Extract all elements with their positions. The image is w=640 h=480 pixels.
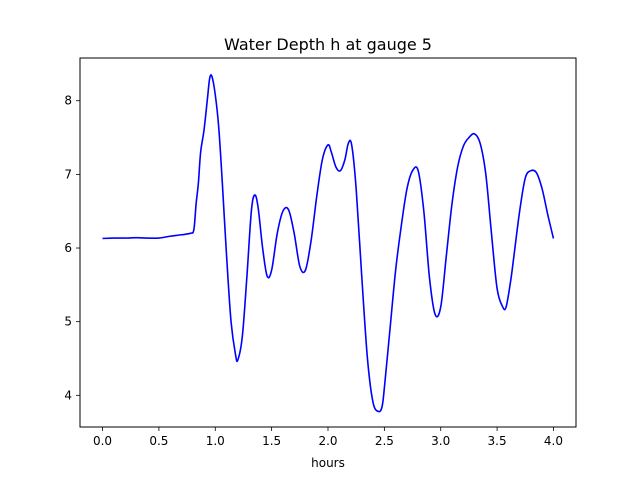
y-tick-label: 7 [64,167,72,181]
y-tick-label: 6 [64,241,72,255]
x-tick-label: 0.5 [149,434,168,448]
plot-frame [79,57,577,428]
x-tick-label: 3.0 [431,434,450,448]
y-tick-label: 4 [64,388,72,402]
x-tick-label: 3.5 [488,434,507,448]
x-tick-label: 1.5 [262,434,281,448]
y-tick-label: 5 [64,315,72,329]
y-axis-ticks: 4 5 6 7 8 [64,94,80,402]
series-layer [102,74,555,413]
x-axis-ticks: 0.0 0.5 1.0 1.5 2.0 2.5 3.0 3.5 4.0 [93,427,563,448]
series-line-0 [102,74,555,413]
chart-title: Water Depth h at gauge 5 [224,35,432,54]
y-tick-label: 8 [64,94,72,108]
x-tick-label: 1.0 [206,434,225,448]
x-tick-label: 4.0 [544,434,563,448]
x-axis-label: hours [311,456,345,470]
x-tick-label: 2.5 [375,434,394,448]
x-tick-label: 0.0 [93,434,112,448]
x-tick-label: 2.0 [318,434,337,448]
plot-area [80,58,576,427]
